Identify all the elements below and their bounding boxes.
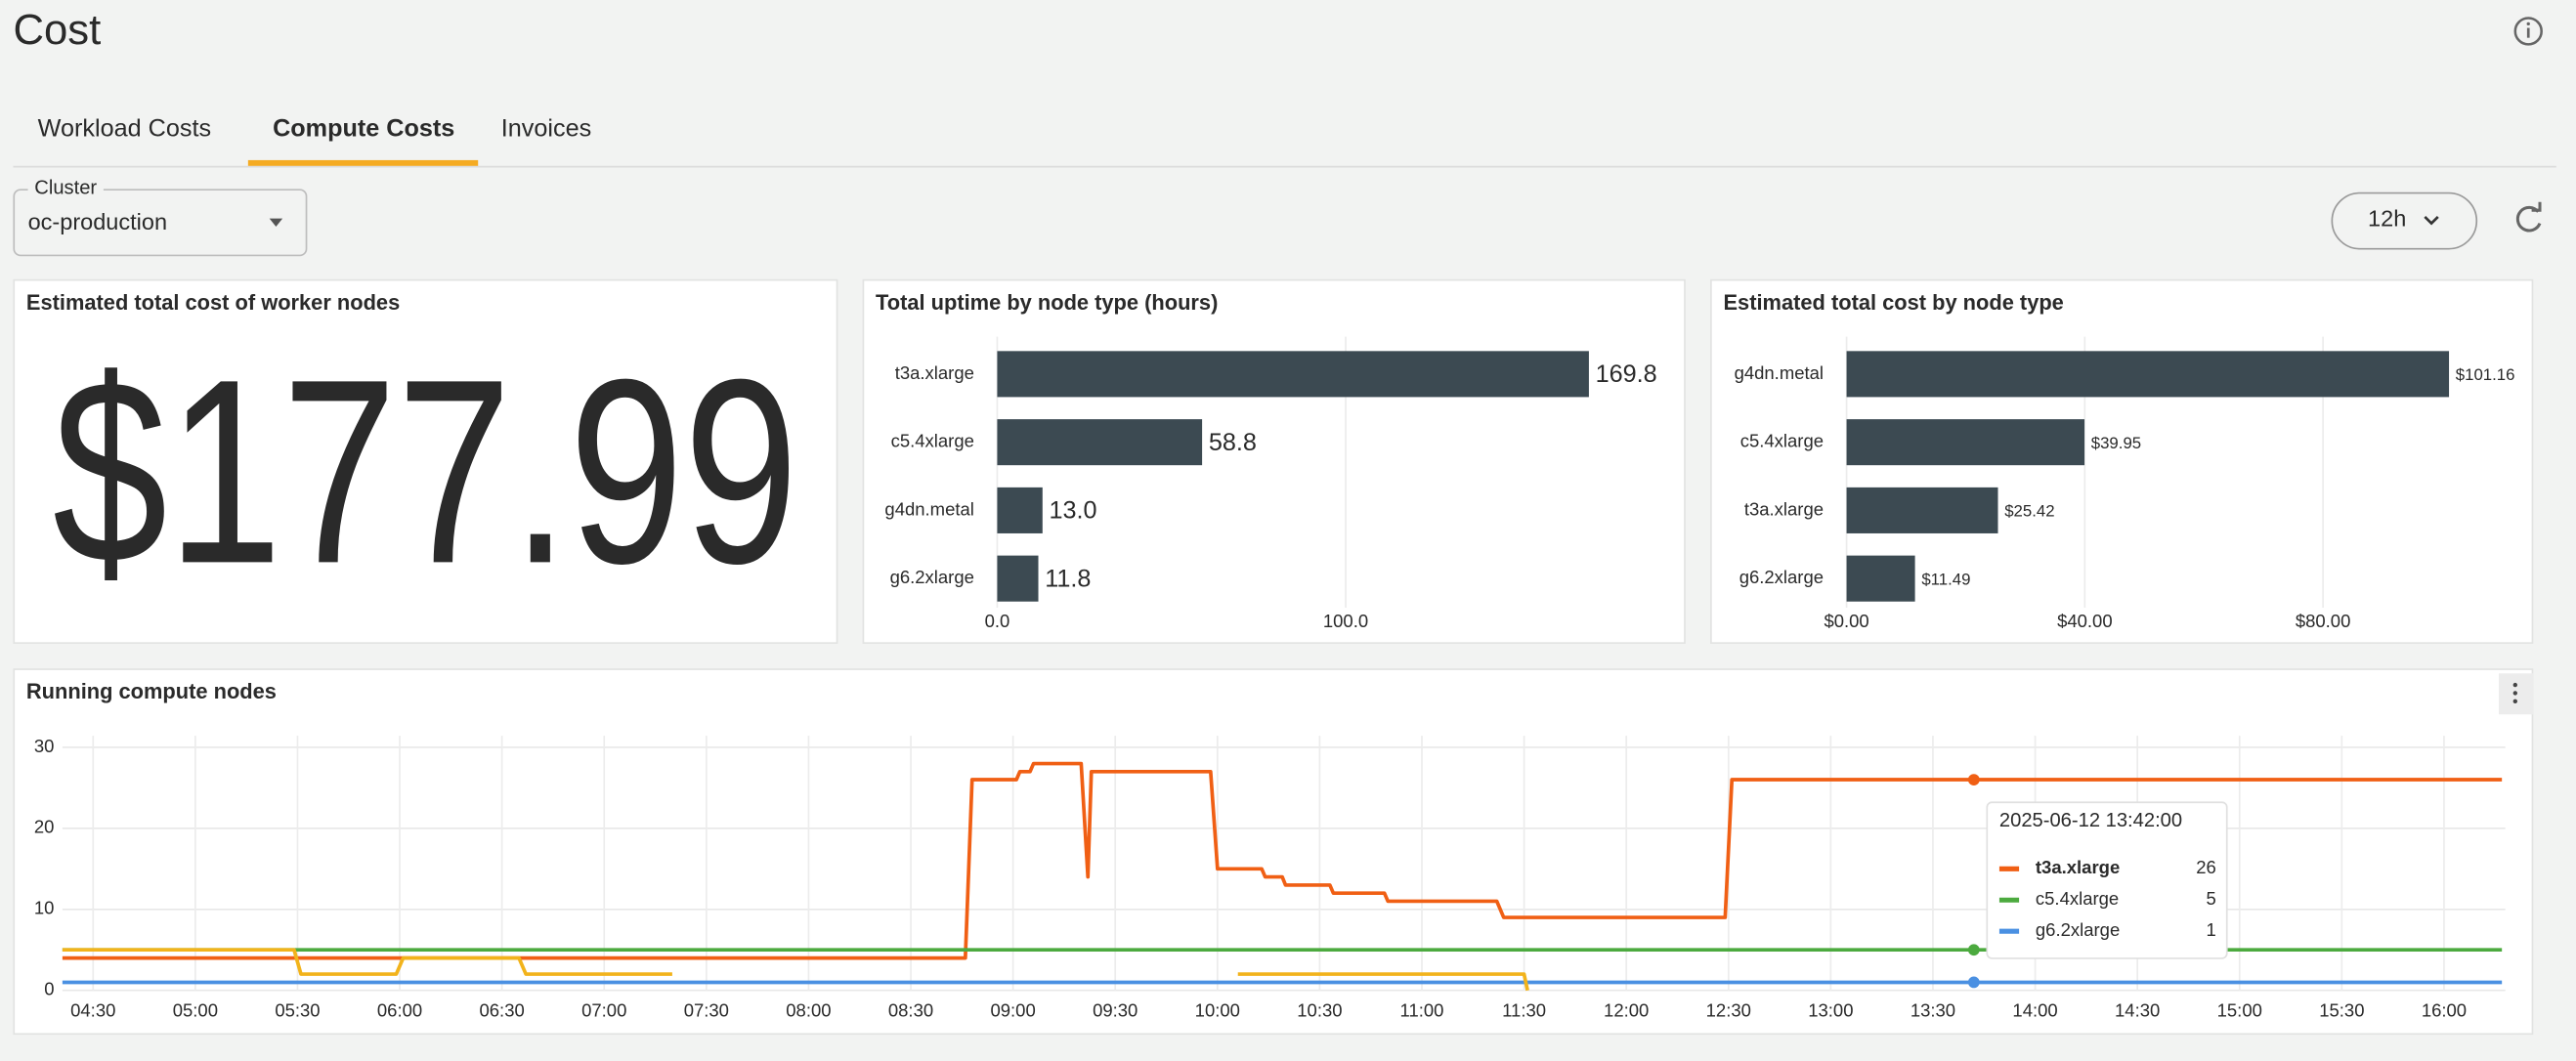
x-tick-label: 16:00 xyxy=(2422,999,2467,1020)
tooltip xyxy=(1986,801,2228,959)
y-tick-label: 30 xyxy=(34,736,55,756)
stat-value: $177.99 xyxy=(53,324,798,617)
tooltip-time: 2025-06-12 13:42:00 xyxy=(1999,810,2182,831)
tab-indicator xyxy=(247,159,479,166)
value-label: $39.95 xyxy=(2091,434,2141,452)
value-label: 13.0 xyxy=(1050,497,1097,525)
x-tick-label: 07:00 xyxy=(581,999,626,1020)
tab[interactable]: Compute Costs xyxy=(273,114,454,142)
x-tick-label: 08:30 xyxy=(888,999,933,1020)
tooltip-name: t3a.xlarge xyxy=(2036,857,2120,877)
value-label: $25.42 xyxy=(2004,502,2054,521)
stat-title: Estimated total cost of worker nodes xyxy=(26,290,400,315)
x-tick-label: 100.0 xyxy=(1323,611,1368,631)
cost-panel xyxy=(1710,278,2534,644)
bar xyxy=(997,555,1039,602)
tooltip-value: 26 xyxy=(2196,857,2216,877)
x-tick-label: 10:00 xyxy=(1195,999,1240,1020)
x-tick-label: 05:30 xyxy=(275,999,320,1020)
tab[interactable]: Workload Costs xyxy=(38,114,211,142)
x-tick-label: 0.0 xyxy=(985,611,1010,631)
x-tick-label: 06:00 xyxy=(377,999,422,1020)
x-tick-label: 11:00 xyxy=(1400,999,1444,1020)
series-line xyxy=(62,948,1529,992)
value-label: 169.8 xyxy=(1596,361,1657,388)
bar xyxy=(1846,351,2450,398)
y-tick-label: g4dn.metal xyxy=(884,498,973,519)
chart-title: Running compute nodes xyxy=(26,679,277,703)
x-tick-label: $80.00 xyxy=(2296,611,2351,631)
cluster-select[interactable]: Cluster oc-production xyxy=(13,178,308,257)
y-tick-label: g4dn.metal xyxy=(1735,362,1824,383)
x-tick-label: 13:30 xyxy=(1911,999,1955,1020)
select-label: Cluster xyxy=(34,178,97,199)
y-tick-label: g6.2xlarge xyxy=(890,567,974,587)
x-tick-label: 14:30 xyxy=(2115,999,2160,1020)
hover-dot xyxy=(1967,976,1980,989)
page-title: Cost xyxy=(13,6,101,54)
value-label: 11.8 xyxy=(1045,566,1091,593)
x-tick-label: $0.00 xyxy=(1824,611,1868,631)
bar xyxy=(997,487,1043,533)
x-tick-label: 10:30 xyxy=(1297,999,1342,1020)
select-value: oc-production xyxy=(28,209,167,234)
x-tick-label: 11:30 xyxy=(1502,999,1546,1020)
tooltip-name: c5.4xlarge xyxy=(2036,888,2119,909)
bar xyxy=(1846,419,2085,466)
x-tick-label: 09:00 xyxy=(990,999,1035,1020)
tab[interactable]: Invoices xyxy=(501,114,591,142)
tooltip-value: 1 xyxy=(2207,919,2216,940)
bar xyxy=(997,419,1203,466)
tooltip-name: g6.2xlarge xyxy=(2036,919,2120,940)
y-tick-label: c5.4xlarge xyxy=(1740,431,1824,451)
y-tick-label: 10 xyxy=(34,898,55,918)
y-tick-label: 20 xyxy=(34,817,55,837)
bar xyxy=(1846,487,1998,533)
y-tick-label: g6.2xlarge xyxy=(1739,567,1824,587)
uptime-panel xyxy=(862,278,1686,644)
x-tick-label: 09:30 xyxy=(1093,999,1138,1020)
value-label: $101.16 xyxy=(2456,365,2515,384)
x-tick-label: 12:00 xyxy=(1604,999,1649,1020)
range-button[interactable]: 12h xyxy=(2331,191,2478,250)
panel-menu[interactable] xyxy=(2498,673,2534,715)
x-tick-label: 14:00 xyxy=(2012,999,2057,1020)
info-icon[interactable] xyxy=(2513,17,2543,46)
hover-dot xyxy=(1967,774,1980,785)
hover-dot xyxy=(1967,944,1980,956)
tooltip-value: 5 xyxy=(2207,888,2216,909)
x-tick-label: 08:00 xyxy=(786,999,831,1020)
x-tick-label: 06:30 xyxy=(480,999,525,1020)
stat-panel xyxy=(13,278,838,644)
bar xyxy=(997,351,1589,398)
bar xyxy=(1846,555,1915,602)
x-tick-label: 12:30 xyxy=(1706,999,1751,1020)
x-tick-label: 05:00 xyxy=(173,999,218,1020)
chart-title: Estimated total cost by node type xyxy=(1723,290,2063,315)
range-value: 12h xyxy=(2368,205,2406,231)
x-tick-label: 15:30 xyxy=(2319,999,2364,1020)
value-label: 58.8 xyxy=(1209,429,1257,456)
series-line xyxy=(62,761,2503,960)
y-tick-label: t3a.xlarge xyxy=(1744,498,1824,519)
y-tick-label: 0 xyxy=(44,979,54,999)
refresh-icon[interactable] xyxy=(2515,201,2542,233)
chart-title: Total uptime by node type (hours) xyxy=(876,290,1218,315)
value-label: $11.49 xyxy=(1921,570,1970,588)
x-tick-label: 07:30 xyxy=(684,999,729,1020)
x-tick-label: 04:30 xyxy=(70,999,115,1020)
x-tick-label: 13:00 xyxy=(1808,999,1853,1020)
x-tick-label: 15:00 xyxy=(2217,999,2262,1020)
y-tick-label: c5.4xlarge xyxy=(891,431,974,451)
x-tick-label: $40.00 xyxy=(2057,611,2113,631)
y-tick-label: t3a.xlarge xyxy=(895,362,974,383)
